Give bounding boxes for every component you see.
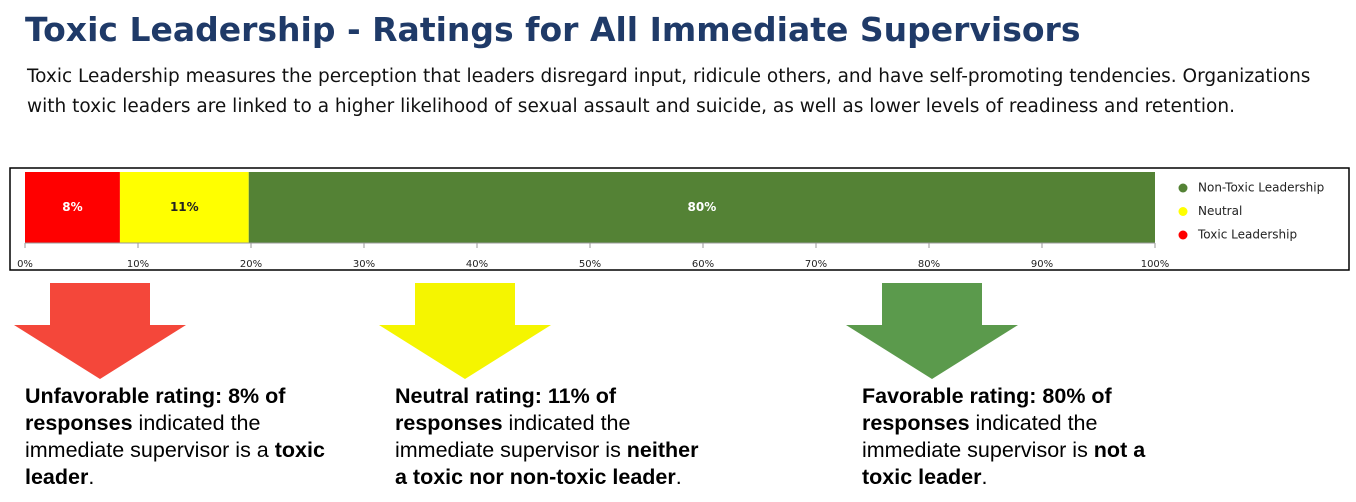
annotation-text: .	[88, 465, 95, 489]
annotation-text: .	[675, 465, 682, 489]
annotation: Neutral rating: 11% of responses indicat…	[395, 383, 705, 491]
annotation-text: indicated the immediate supervisor is	[395, 411, 631, 462]
x-tick-label: 10%	[127, 259, 149, 270]
annotation-text: Favorable rating: 80% of responses	[862, 384, 1112, 435]
annotation-text: indicated the immediate supervisor is a	[25, 411, 275, 462]
legend-marker	[1178, 230, 1188, 240]
legend-label: Toxic Leadership	[1197, 228, 1297, 242]
legend-label: Neutral	[1198, 204, 1242, 218]
x-tick-label: 100%	[1141, 259, 1170, 270]
bar-segment	[25, 172, 120, 243]
annotation-text: not a toxic leader	[862, 438, 1146, 489]
chart-frame	[9, 167, 1350, 271]
annotation-text: toxic leader	[25, 438, 325, 489]
arrow-shape	[846, 283, 1018, 379]
data-label: 11%	[170, 200, 199, 214]
x-tick-label: 70%	[805, 259, 827, 270]
subtitle: Toxic Leadership measures the perception…	[27, 66, 1311, 117]
arrow-shape	[379, 283, 551, 379]
x-tick-label: 90%	[1031, 259, 1053, 270]
annotation-text: neither a toxic nor non-toxic leader	[395, 438, 699, 489]
x-tick-label: 30%	[353, 259, 375, 270]
x-tick-label: 40%	[466, 259, 488, 270]
legend-marker	[1178, 207, 1188, 216]
x-tick-label: 20%	[240, 259, 262, 270]
annotation: Unfavorable rating: 8% of responses indi…	[25, 383, 335, 491]
x-tick-label: 50%	[579, 259, 601, 270]
annotation-text: Unfavorable rating: 8% of responses	[25, 384, 286, 435]
legend-label: Non-Toxic Leadership	[1198, 181, 1324, 195]
annotation-text: .	[981, 465, 988, 489]
annotation: Favorable rating: 80% of responses indic…	[862, 383, 1172, 491]
annotation-text: indicated the immediate supervisor is	[862, 411, 1098, 462]
bar-segment	[119, 172, 249, 243]
x-tick-label: 60%	[692, 259, 714, 270]
annotation-text: Neutral rating: 11% of responses	[395, 384, 617, 435]
data-label: 80%	[688, 200, 717, 214]
data-label: 8%	[62, 200, 82, 214]
legend-marker	[1178, 183, 1188, 193]
arrow-shape	[14, 283, 186, 379]
title: Toxic Leadership - Ratings for All Immed…	[25, 10, 1081, 49]
arrow	[14, 283, 186, 379]
x-tick-label: 0%	[17, 259, 33, 270]
x-tick-label: 80%	[918, 259, 940, 270]
chart: 8% 11% 80% 0% 10% 20% 30% 40% 50% 60% 70% 80% 90% 100…	[9, 167, 1350, 271]
bar-segment	[248, 172, 1156, 243]
arrow	[846, 283, 1018, 379]
arrow	[379, 283, 551, 379]
